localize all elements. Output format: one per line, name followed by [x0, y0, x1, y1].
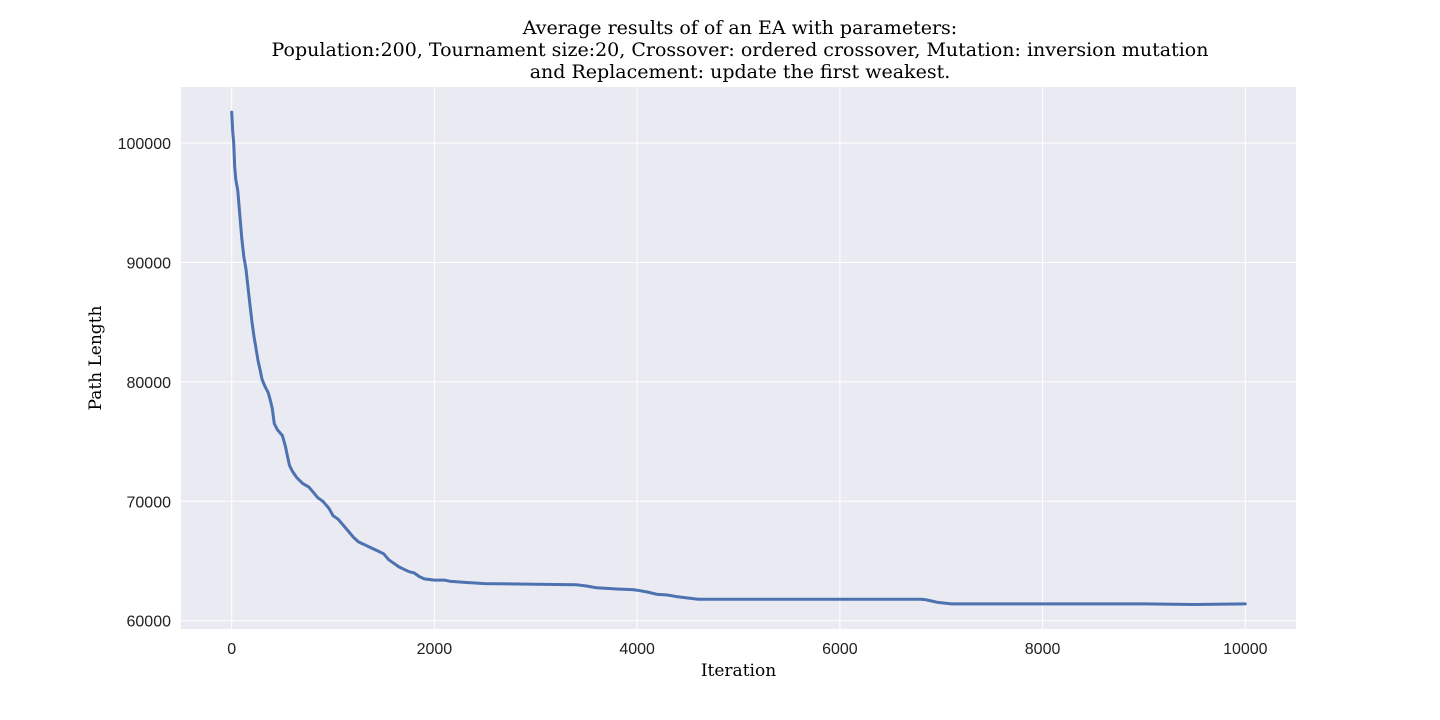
series-line	[230, 110, 1247, 606]
y-tick-label: 70000	[127, 494, 172, 511]
x-axis-label: Iteration	[701, 661, 776, 681]
y-tick-label: 60000	[127, 614, 172, 631]
y-tick-label: 90000	[127, 255, 172, 272]
grid	[181, 87, 1296, 629]
y-tick-label: 80000	[127, 375, 172, 392]
x-tick-label: 2000	[417, 641, 453, 658]
chart-title-line-3: and Replacement: update the first weakes…	[529, 61, 951, 83]
y-tick-label: 100000	[118, 136, 171, 153]
x-tick-label: 4000	[619, 641, 655, 658]
chart-title: Average results of of an EA with paramet…	[0, 17, 1440, 83]
series-layer	[230, 110, 1247, 606]
y-axis-label: Path Length	[86, 305, 106, 410]
x-tick-label: 0	[227, 641, 236, 658]
x-tick-label: 10000	[1223, 641, 1268, 658]
tick-labels: 0 2000 4000 6000 8000 10000 60000 70000 80000 900…	[118, 136, 1268, 658]
plot-area	[181, 87, 1296, 629]
x-tick-label: 8000	[1025, 641, 1061, 658]
x-tick-label: 6000	[822, 641, 858, 658]
chart-title-line-1: Average results of of an EA with paramet…	[522, 17, 958, 39]
chart-title-line-2: Population:200, Tournament size:20, Cros…	[271, 39, 1209, 61]
